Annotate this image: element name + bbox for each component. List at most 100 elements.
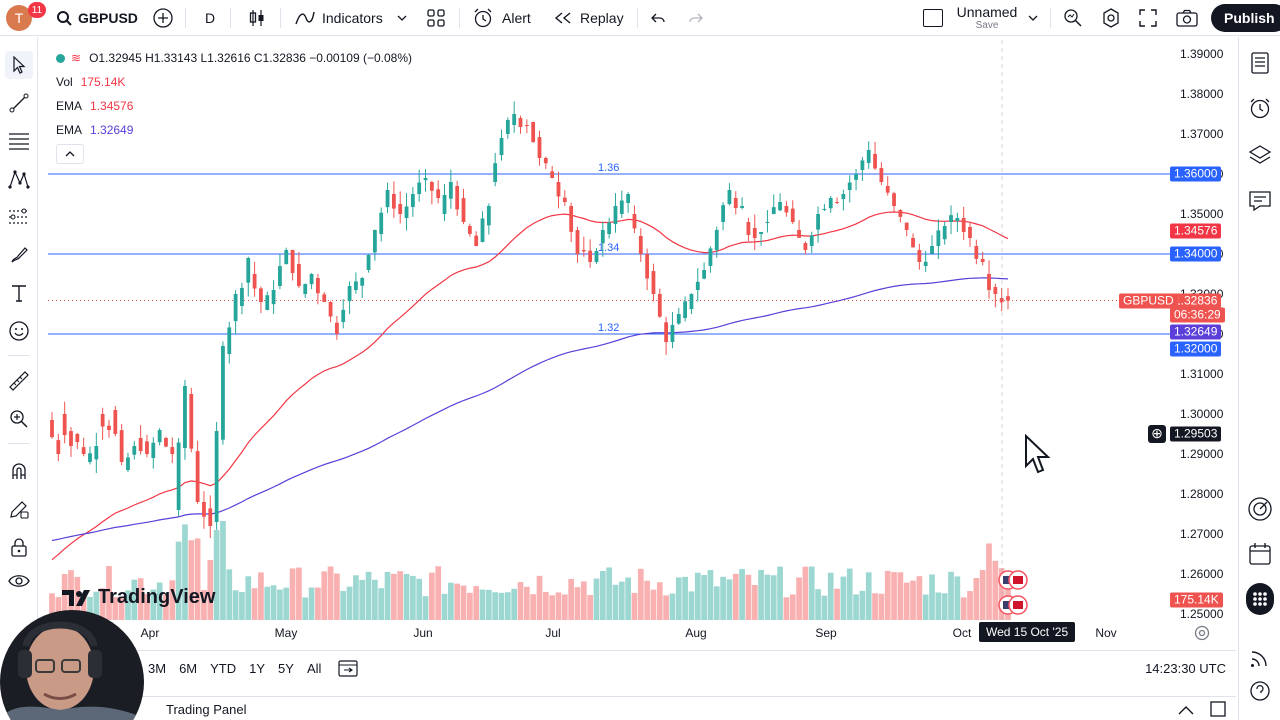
candle — [556, 171, 561, 209]
candle-body — [366, 255, 371, 270]
volume-row[interactable]: Vol 175.14K — [56, 70, 412, 94]
text-tool[interactable] — [5, 279, 33, 307]
forecast-tool[interactable] — [5, 203, 33, 231]
chart-pane[interactable]: 1.36 1.34 1.32 — [48, 40, 1170, 620]
candle-body — [645, 254, 650, 279]
indicators-button[interactable]: Indicators — [294, 0, 407, 36]
lock-drawings-tool[interactable] — [5, 533, 33, 561]
chevron-down-icon — [1028, 15, 1038, 21]
volume-bar — [397, 571, 404, 620]
volume-bar — [125, 590, 131, 620]
object-tree-button[interactable] — [1246, 141, 1274, 169]
compare-button[interactable] — [152, 0, 174, 36]
volume-bar — [897, 572, 904, 620]
alert-button[interactable]: Alert — [472, 0, 531, 36]
cursor-tool[interactable] — [5, 51, 33, 79]
undo-button[interactable] — [650, 0, 666, 36]
axis-settings-button[interactable] — [1193, 624, 1211, 647]
zoom-in-tool[interactable] — [5, 405, 33, 433]
snapshot-button[interactable] — [1176, 0, 1198, 36]
candle-body — [493, 163, 498, 182]
ema1-row[interactable]: EMA 1.34576 — [56, 94, 412, 118]
symbol-search[interactable]: GBPUSD — [56, 0, 138, 36]
candle — [240, 282, 244, 315]
candle — [714, 226, 719, 258]
target-button[interactable] — [1246, 495, 1274, 523]
layout-menu-button[interactable] — [1028, 0, 1038, 36]
candle — [942, 221, 947, 245]
price-tick: 1.35000 — [1180, 207, 1224, 221]
range-button[interactable]: 6M — [179, 660, 198, 676]
event-flag-fill — [1003, 576, 1013, 584]
candle — [132, 441, 137, 460]
time-axis[interactable]: Apr May Jun Jul Aug Sep Oct Nov Wed 15 Oct '25 — [48, 622, 1170, 644]
replay-button[interactable]: Replay — [554, 0, 624, 36]
apps-button[interactable] — [1246, 583, 1274, 615]
volume-bar — [55, 597, 62, 620]
fib-tool[interactable] — [5, 127, 33, 155]
candle-body — [885, 186, 890, 193]
candle-body — [303, 284, 308, 294]
volume-bar — [979, 570, 986, 620]
replay-label: Replay — [580, 10, 624, 26]
user-avatar[interactable]: T 11 — [6, 0, 46, 36]
magnet-tool[interactable] — [5, 457, 33, 485]
interval-button[interactable]: D — [205, 0, 215, 36]
candle-body — [252, 274, 257, 289]
candle — [303, 283, 308, 298]
price-tick: 1.26000 — [1180, 567, 1224, 581]
calendar-button[interactable] — [1246, 540, 1274, 568]
layout-toggle[interactable] — [923, 0, 943, 36]
range-button[interactable]: 5Y — [278, 660, 294, 676]
candle — [493, 152, 498, 187]
trend-line-tool[interactable] — [5, 89, 33, 117]
templates-button[interactable] — [427, 0, 445, 36]
add-alert-plus-icon[interactable]: ⊕ — [1148, 424, 1166, 443]
volume-bar — [688, 591, 695, 620]
watchlist-button[interactable] — [1246, 49, 1274, 77]
collapse-legend-button[interactable] — [56, 144, 84, 164]
symbol-price-tag: GBPUSD — [1119, 293, 1178, 309]
alerts-button[interactable] — [1246, 94, 1274, 122]
layout-name-button[interactable]: Unnamed Save — [951, 0, 1023, 36]
trading-panel-tab[interactable]: Trading Panel — [166, 701, 247, 717]
pattern-tool[interactable] — [5, 165, 33, 193]
maximize-panel-button[interactable] — [1210, 701, 1226, 720]
goto-date-button[interactable] — [338, 659, 358, 682]
ema2-row[interactable]: EMA 1.32649 — [56, 118, 412, 142]
range-button[interactable]: YTD — [210, 660, 237, 676]
volume-bar — [922, 594, 929, 620]
emoji-tool[interactable] — [5, 317, 33, 345]
candle — [974, 239, 979, 265]
price-chart[interactable]: 1.36 1.34 1.32 — [48, 40, 1170, 620]
drawing-toolbar — [0, 37, 38, 687]
help-button[interactable] — [1246, 677, 1274, 705]
settings-button[interactable] — [1101, 0, 1121, 36]
tradingview-watermark: TradingView — [62, 586, 215, 609]
volume-bar — [492, 592, 499, 620]
utc-clock[interactable]: 14:23:30 UTC — [1145, 660, 1226, 676]
publish-button[interactable]: Publish — [1211, 0, 1280, 36]
volume-bar — [106, 566, 112, 620]
chat-button[interactable] — [1246, 187, 1274, 215]
price-axis[interactable]: 1.39000 1.38000 1.37000 1.36000 1.35000 1.340… — [1119, 40, 1236, 621]
range-button[interactable]: 3M — [148, 660, 167, 676]
candle — [227, 321, 232, 364]
eye-icon — [8, 575, 30, 587]
volume-bar — [593, 578, 600, 620]
range-button[interactable]: All — [306, 660, 322, 676]
signal-button[interactable] — [1246, 644, 1274, 672]
brush-tool[interactable] — [5, 241, 33, 269]
volume-bar — [517, 582, 524, 620]
collapse-panel-button[interactable] — [1178, 702, 1194, 720]
fullscreen-button[interactable] — [1139, 0, 1157, 36]
candle-body — [246, 258, 251, 283]
hide-drawings-tool[interactable] — [5, 567, 33, 595]
volume-bar — [872, 593, 878, 620]
quick-search-button[interactable] — [1063, 0, 1083, 36]
range-button[interactable]: 1Y — [249, 660, 266, 676]
stay-drawing-tool[interactable] — [5, 495, 33, 523]
measure-tool[interactable] — [5, 367, 33, 395]
chart-type-button[interactable] — [248, 0, 266, 36]
redo-button[interactable] — [688, 0, 704, 36]
